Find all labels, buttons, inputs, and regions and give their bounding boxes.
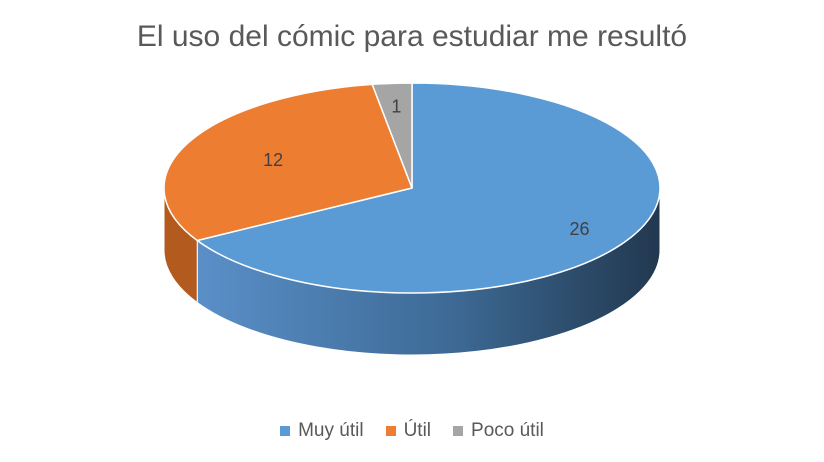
legend-label: Muy útil: [298, 420, 364, 441]
legend-item-poco-util: Poco útil: [453, 420, 544, 442]
data-label-util: 12: [263, 150, 283, 170]
data-label-muy-util: 26: [570, 219, 590, 239]
legend-swatch: [385, 426, 396, 436]
chart-title: El uso del cómic para estudiar me result…: [136, 20, 688, 53]
legend-label: Útil: [403, 420, 432, 441]
data-label-poco-util: 1: [391, 96, 401, 116]
legend-item-muy-util: Muy útil: [280, 420, 364, 442]
legend-label: Poco útil: [471, 420, 544, 441]
legend-swatch: [453, 426, 464, 436]
pie-slice-muy-util: [196, 82, 661, 294]
legend-swatch: [280, 426, 291, 436]
pie-tops: [163, 82, 661, 294]
legend: Muy útil Útil Poco útil: [0, 420, 824, 442]
pie-labels: 26 12 1: [263, 96, 589, 239]
legend-item-util: Útil: [385, 420, 432, 442]
pie-slice-poco-util: [371, 82, 413, 189]
pie-slice-util: [163, 83, 413, 242]
